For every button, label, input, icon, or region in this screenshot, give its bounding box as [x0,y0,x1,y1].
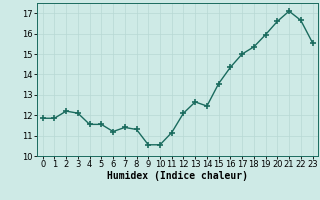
X-axis label: Humidex (Indice chaleur): Humidex (Indice chaleur) [107,171,248,181]
